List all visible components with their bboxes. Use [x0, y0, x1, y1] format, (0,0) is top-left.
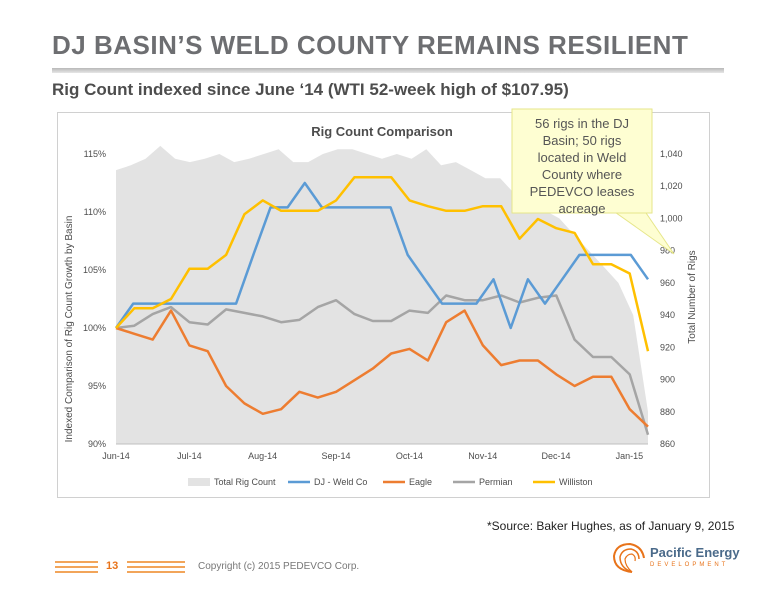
shell-icon	[612, 542, 645, 573]
source-note: *Source: Baker Hughes, as of January 9, …	[487, 519, 735, 533]
y2-tick-label: 920	[660, 342, 675, 352]
copyright-text: Copyright (c) 2015 PEDEVCO Corp.	[198, 561, 360, 572]
x-tick-label: Jun-14	[102, 451, 130, 461]
x-tick-label: Jul-14	[177, 451, 202, 461]
page-number: 13	[106, 560, 119, 572]
legend-item-williston: Williston	[533, 477, 593, 487]
y-tick-label: 100%	[83, 323, 106, 333]
y-tick-label: 95%	[88, 381, 106, 391]
x-tick-label: Jan-15	[616, 451, 644, 461]
x-tick-label: Aug-14	[248, 451, 277, 461]
legend-label: DJ - Weld Co	[314, 477, 367, 487]
chart-frame: Rig Count Comparison Indexed Comparison …	[57, 112, 710, 498]
legend: Total Rig Count DJ - Weld Co Eagle Permian W…	[188, 477, 593, 487]
legend-label: Permian	[479, 477, 513, 487]
x-tick-label: Oct-14	[396, 451, 423, 461]
x-tick-label: Nov-14	[468, 451, 497, 461]
axis-layer: 90% 95% 100% 105% 110% 115% 860 880 900 920 940 960…	[83, 149, 683, 461]
rig-count-chart: Rig Count Comparison Indexed Comparison …	[64, 124, 698, 487]
legend-item-permian: Permian	[453, 477, 513, 487]
legend-item-dj-weld-co: DJ - Weld Co	[288, 477, 367, 487]
slide-title: DJ BASIN’S WELD COUNTY REMAINS RESILIENT	[52, 30, 689, 60]
y2-tick-label: 860	[660, 439, 675, 449]
legend-item-eagle: Eagle	[383, 477, 432, 487]
x-tick-label: Sep-14	[322, 451, 351, 461]
x-tick-label: Dec-14	[542, 451, 571, 461]
series-line-williston	[115, 175, 650, 352]
logo-name: Pacific Energy	[650, 545, 740, 560]
annotation-pointer	[610, 209, 675, 255]
y2-tick-label: 1,000	[660, 213, 683, 223]
y2-tick-label: 900	[660, 375, 675, 385]
series-line-eagle	[115, 309, 649, 428]
y2-tick-label: 880	[660, 407, 675, 417]
footer-decoration-right	[127, 561, 185, 576]
legend-item-total-rig-count: Total Rig Count	[188, 477, 276, 487]
y2-tick-label: 940	[660, 310, 675, 320]
area-layer	[116, 145, 648, 444]
annotation-box	[511, 108, 653, 214]
company-logo	[612, 542, 645, 573]
y2-tick-label: 960	[660, 278, 675, 288]
legend-label: Williston	[559, 477, 593, 487]
legend-label: Eagle	[409, 477, 432, 487]
legend-label: Total Rig Count	[214, 477, 276, 487]
area-total-rig-count	[116, 145, 648, 444]
y-tick-label: 90%	[88, 439, 106, 449]
y-tick-label: 105%	[83, 265, 106, 275]
y2-axis-label: Total Number of Rigs	[687, 250, 698, 343]
slide-subtitle: Rig Count indexed since June ‘14 (WTI 52…	[52, 80, 569, 99]
legend-swatch	[188, 478, 210, 486]
series-line-dj-weld-co	[114, 181, 650, 330]
y-tick-label: 115%	[84, 149, 106, 159]
y-tick-label: 110%	[84, 207, 106, 217]
series-line-permian	[115, 294, 650, 436]
y2-tick-label: 980	[660, 246, 675, 256]
footer-decoration-left	[55, 561, 98, 576]
y2-tick-label: 1,020	[660, 181, 683, 191]
y-axis-label: Indexed Comparison of Rig Count Growth b…	[64, 216, 75, 443]
chart-title: Rig Count Comparison	[311, 124, 453, 139]
annotation-text: 56 rigs in the DJ Basin; 50 rigs located i…	[530, 116, 635, 216]
y2-tick-label: 1,040	[660, 149, 683, 159]
line-layer	[114, 175, 650, 436]
logo-subtitle: DEVELOPMENT	[650, 562, 729, 568]
title-underline	[52, 68, 724, 73]
